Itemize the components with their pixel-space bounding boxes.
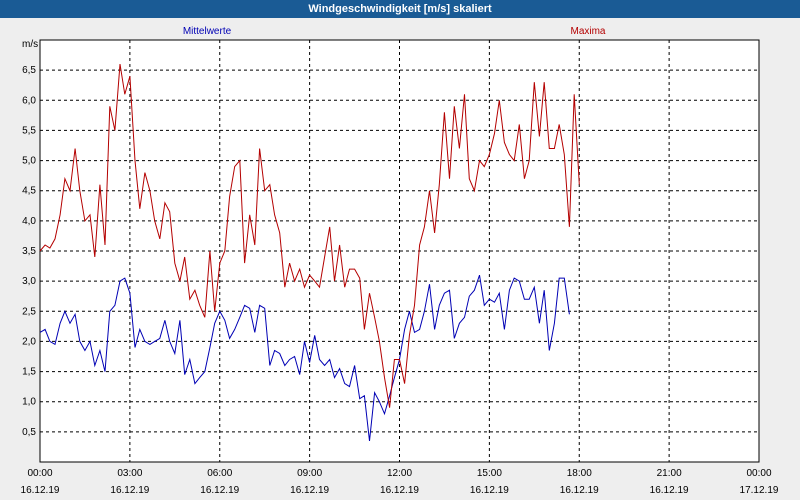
y-tick-label: 5,5 — [22, 125, 36, 136]
y-tick-label: 2,0 — [22, 336, 36, 347]
x-tick-time-label: 09:00 — [297, 468, 322, 479]
x-tick-time-label: 03:00 — [117, 468, 142, 479]
y-tick-label: 3,0 — [22, 276, 36, 287]
x-tick-time-label: 00:00 — [746, 468, 771, 479]
legend-maxima: Maxima — [570, 26, 605, 37]
legend-mittelwerte: Mittelwerte — [183, 26, 232, 37]
y-tick-label: 0,5 — [22, 427, 36, 438]
y-tick-label: 6,5 — [22, 65, 36, 76]
x-tick-date-label: 16.12.19 — [290, 485, 329, 496]
y-tick-label: 4,5 — [22, 186, 36, 197]
x-tick-date-label: 16.12.19 — [560, 485, 599, 496]
y-tick-label: 5,0 — [22, 156, 36, 167]
series — [39, 64, 580, 441]
y-tick-label: 6,0 — [22, 95, 36, 106]
series-line-mittelwerte — [39, 274, 570, 441]
x-tick-date-label: 16.12.19 — [470, 485, 509, 496]
y-tick-label: 1,0 — [22, 397, 36, 408]
y-tick-label: 3,5 — [22, 246, 36, 257]
x-tick-time-label: 12:00 — [387, 468, 412, 479]
x-tick-date-label: 16.12.19 — [380, 485, 419, 496]
y-axis-unit-label: m/s — [22, 39, 38, 50]
x-tick-date-label: 16.12.19 — [21, 485, 60, 496]
x-tick-date-label: 16.12.19 — [200, 485, 239, 496]
x-tick-time-label: 21:00 — [657, 468, 682, 479]
y-tick-label: 4,0 — [22, 216, 36, 227]
window-titlebar: Windgeschwindigkeit [m/s] skaliert — [0, 0, 800, 18]
x-tick-date-label: 16.12.19 — [650, 485, 689, 496]
x-tick-time-label: 18:00 — [567, 468, 592, 479]
series-line-maxima — [39, 64, 580, 408]
x-tick-time-label: 00:00 — [27, 468, 52, 479]
x-axis-ticks: 00:00 16.12.19 03:00 16.12.19 06:00 16.12.19 0… — [21, 468, 779, 496]
x-tick-time-label: 06:00 — [207, 468, 232, 479]
y-tick-label: 2,5 — [22, 306, 36, 317]
y-axis-ticks: 0,5 1,0 1,5 2,0 2,5 3,0 3,5 4,0 4,5 5,0 5,5 6,0 6,5 — [22, 65, 36, 438]
x-tick-date-label: 16.12.19 — [110, 485, 149, 496]
x-tick-date-label: 17.12.19 — [740, 485, 779, 496]
grid — [40, 40, 759, 462]
y-tick-label: 1,5 — [22, 367, 36, 378]
x-tick-time-label: 15:00 — [477, 468, 502, 479]
